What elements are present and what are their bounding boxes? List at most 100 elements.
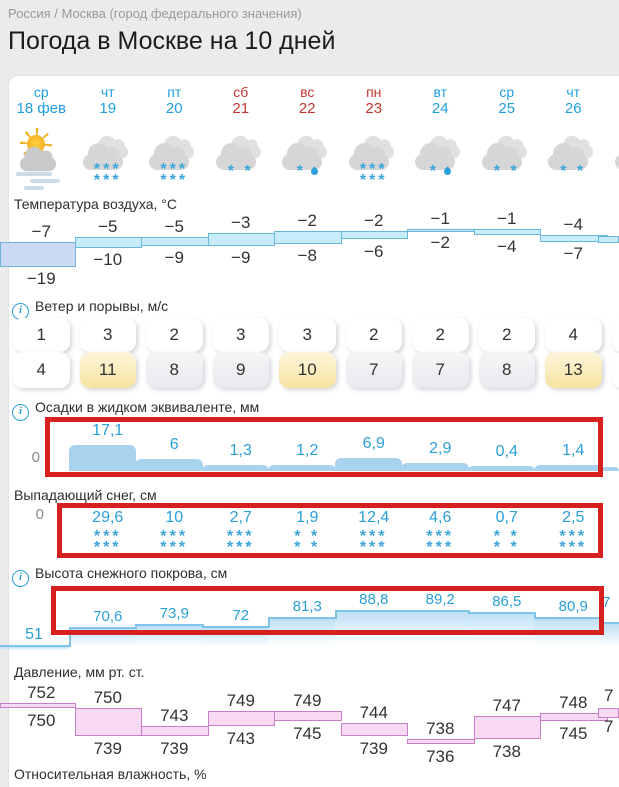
pressure-min-label: 738: [492, 741, 521, 761]
weather-icon: [347, 128, 401, 190]
day-of-week: вс: [300, 84, 315, 100]
pressure-band: [340, 723, 408, 737]
weather-icon: [14, 128, 68, 190]
day-column-header[interactable]: вт 24: [407, 84, 474, 117]
wind-gust-cell: 7: [412, 352, 469, 388]
precip-bar: [334, 458, 402, 471]
day-column-header[interactable]: пн 23: [341, 84, 408, 117]
info-icon[interactable]: i: [12, 404, 29, 421]
pressure-band: [141, 725, 209, 737]
temperature-max-label: −2: [297, 211, 317, 231]
weather-icon: [480, 128, 534, 190]
snow-depth-value-label: 70,6: [93, 607, 123, 625]
snowfall-section-label: Выпадающий снег, см: [14, 487, 157, 503]
snow-depth-step: [201, 625, 268, 650]
snow-depth-next-fragment: 7: [602, 594, 611, 611]
temperature-band: [473, 229, 541, 236]
cloud-icon: [20, 146, 56, 172]
cloud-icon: [215, 143, 256, 170]
info-icon[interactable]: i: [12, 570, 29, 587]
day-date: 22: [298, 100, 316, 117]
precip-flakes-icon: * *: [227, 163, 254, 180]
temperature-min-label: −19: [26, 268, 56, 288]
cloud-icon: [481, 143, 522, 170]
temperature-min-label: −8: [297, 245, 317, 265]
day-of-week: чт: [566, 84, 581, 100]
day-column-header[interactable]: пт 20: [141, 84, 208, 117]
snowfall-value-label: 10: [165, 509, 184, 526]
day-column-header[interactable]: сб 21: [208, 84, 275, 117]
day-of-week: ср: [499, 84, 515, 100]
snowfall-flakes: *** ***: [359, 528, 388, 556]
precip-value-label: 17,1: [92, 422, 124, 440]
wind-gust-cell: 4: [13, 352, 70, 388]
pressure-min-label: 743: [226, 728, 255, 748]
day-of-week: пт: [167, 84, 182, 100]
wind-gust-cell: 11: [79, 352, 136, 388]
precip-flakes-icon: * *: [493, 163, 520, 180]
snow-depth-step: [0, 645, 69, 651]
snowfall-value-label: 2,7: [229, 509, 252, 526]
temperature-band: [74, 237, 142, 248]
weather-icon: [613, 128, 619, 190]
temperature-min-label: −4: [497, 237, 517, 257]
day-column-header[interactable]: ср 25: [474, 84, 541, 117]
snow-depth-riser: [534, 612, 536, 620]
pressure-max-label: 744: [359, 703, 388, 723]
weather-icon: [546, 128, 600, 190]
precipitation-section-label: i Осадки в жидком эквиваленте, мм: [12, 399, 259, 421]
day-column-header[interactable]: чт 19: [75, 84, 142, 117]
day-date: 26: [564, 100, 582, 117]
precip-value-label: 0,4: [495, 443, 518, 461]
cloud-icon: [82, 143, 123, 170]
snowfall-value-label: 12,4: [358, 509, 390, 526]
precip-bar: [401, 463, 469, 471]
precip-bar: [467, 466, 535, 471]
snowfall-flakes: * * * *: [294, 528, 321, 556]
pressure-band: [274, 710, 342, 721]
temperature-section-label: Температура воздуха, °C: [14, 196, 177, 212]
day-column-header[interactable]: чт 26: [540, 84, 607, 117]
precip-bar: [600, 467, 619, 471]
day-date: 20: [165, 100, 183, 117]
precip-flakes-icon: *** ***: [160, 161, 189, 189]
snowdepth-section-label: i Высота снежного покрова, см: [12, 565, 227, 587]
wind-speed-cell: 2: [478, 318, 535, 352]
pressure-min-label: 739: [160, 739, 189, 759]
snowfall-value-label: 0,7: [495, 509, 518, 526]
wind-speed-cell: 3: [79, 318, 136, 352]
weather-icon: [147, 128, 201, 190]
pressure-max-label: 752: [27, 683, 56, 702]
temperature-min-label: −9: [231, 247, 251, 267]
wind-gust-cell: [611, 352, 619, 388]
temperature-band: [340, 231, 408, 240]
weather-icon: [413, 128, 467, 190]
day-column-header[interactable]: ср 18 фев: [8, 84, 75, 117]
snow-depth-riser: [135, 623, 137, 629]
pressure-max-label: 748: [559, 693, 588, 713]
pressure-min-label: 745: [559, 723, 588, 743]
raindrop-icon: [309, 166, 320, 177]
precip-flakes-icon: *** ***: [359, 161, 388, 189]
day-date: 24: [431, 100, 449, 117]
day-of-week: чт: [100, 84, 115, 100]
temperature-max-label: −5: [98, 217, 118, 237]
snow-depth-value-label: 80,9: [558, 598, 588, 616]
fog-line-icon: [16, 172, 52, 176]
temperature-min-label: −6: [364, 241, 384, 261]
temperature-band: [141, 237, 209, 246]
precip-bar: [534, 465, 602, 471]
snow-depth-start-label: 51: [25, 626, 43, 643]
breadcrumb[interactable]: Россия / Москва (город федерального знач…: [8, 6, 302, 21]
wind-gust-cell: 9: [212, 352, 269, 388]
snow-depth-value-label: 72: [232, 606, 250, 624]
day-column-header[interactable]: вс 22: [274, 84, 341, 117]
precip-flakes-icon: *** ***: [93, 161, 122, 189]
snow-depth-step: [600, 622, 619, 650]
wind-speed-cell: 3: [279, 318, 336, 352]
highlight-box-snowfall: [57, 503, 603, 558]
cloud-icon: [348, 143, 389, 170]
page-title: Погода в Москве на 10 дней: [8, 27, 336, 55]
snowfall-flakes: *** ***: [426, 528, 455, 556]
